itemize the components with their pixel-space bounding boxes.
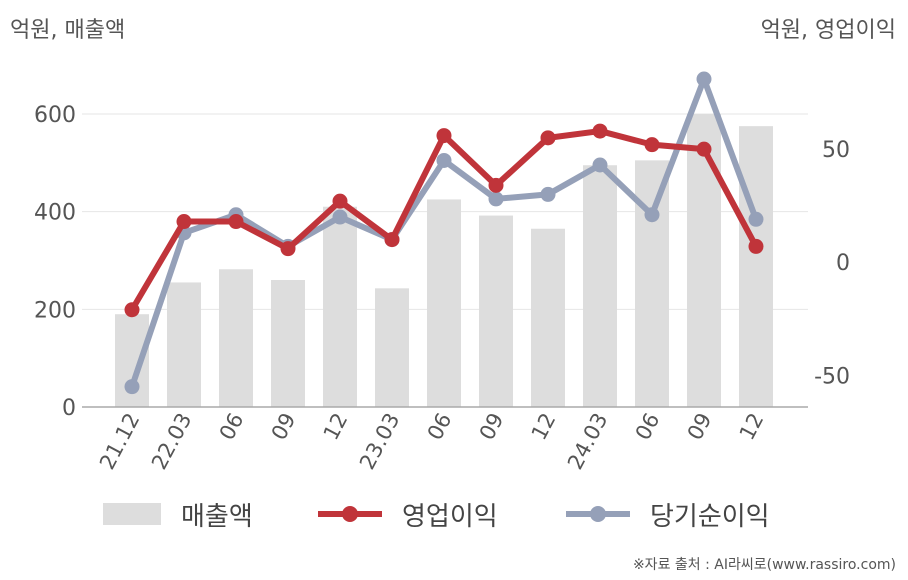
x-tick-label: 06 [423,409,457,444]
x-tick-label: 06 [215,409,249,444]
bar-revenue [323,206,357,407]
point-net-income [124,379,140,395]
x-tick-label: 09 [475,409,509,444]
point-operating-profit [436,128,452,144]
bar-revenue [479,215,513,407]
point-net-income [748,211,764,227]
point-operating-profit [228,214,244,230]
x-tick-label: 06 [631,409,665,444]
legend-item-net-income: 당기순이익 [566,494,770,534]
point-net-income [592,157,608,173]
chart-legend: 매출액 영업이익 당기순이익 [0,494,908,534]
right-tick-label: 50 [822,138,850,163]
point-net-income [644,207,660,223]
bar-revenue [531,228,565,407]
point-operating-profit [176,214,192,230]
legend-swatch-revenue [103,503,161,525]
point-operating-profit [384,232,400,248]
point-net-income [436,152,452,168]
point-operating-profit [696,141,712,157]
bar-revenue [427,199,461,407]
point-operating-profit [280,241,296,257]
bar-revenue [635,160,669,407]
point-operating-profit [540,130,556,146]
bar-revenue [583,165,617,407]
left-tick-label: 0 [62,396,76,421]
legend-swatch-net-income [566,503,630,525]
bar-revenue [219,269,253,407]
right-tick-label: -50 [814,364,850,389]
point-net-income [488,191,504,207]
legend-swatch-operating-profit [318,503,382,525]
bar-revenue [375,288,409,407]
bar-revenue [739,126,773,408]
legend-label-operating-profit: 영업이익 [402,501,498,532]
left-axis-unit-label: 억원, 매출액 [10,18,126,43]
left-tick-label: 600 [34,103,76,128]
x-tick-label: 24.03 [563,409,612,473]
legend-label-net-income: 당기순이익 [650,501,770,532]
x-tick-label: 12 [735,409,769,444]
point-net-income [332,209,348,225]
point-operating-profit [332,193,348,209]
legend-item-revenue: 매출액 [103,494,253,534]
x-tick-label: 12 [527,409,561,444]
left-tick-label: 200 [34,298,76,323]
point-operating-profit [748,238,764,254]
legend-item-operating-profit: 영업이익 [318,494,498,534]
point-operating-profit [592,123,608,139]
bar-revenue [271,280,305,407]
x-tick-label: 12 [319,409,353,444]
source-credit: ※자료 출처 : AI라씨로(www.rassiro.com) [632,557,896,573]
right-tick-label: 0 [836,251,850,276]
x-tick-label: 22.03 [147,409,196,473]
x-tick-label: 09 [683,409,717,444]
bar-revenue [167,282,201,407]
point-operating-profit [124,302,140,318]
right-axis-unit-label: 억원, 영업이익 [760,18,896,43]
x-tick-label: 23.03 [355,409,404,473]
point-net-income [540,186,556,202]
legend-label-revenue: 매출액 [181,501,253,532]
point-operating-profit [488,177,504,193]
point-net-income [696,71,712,87]
point-operating-profit [644,137,660,153]
x-tick-label: 09 [267,409,301,444]
bar-revenue [687,113,721,408]
x-tick-label: 21.12 [95,409,144,473]
left-tick-label: 400 [34,201,76,226]
